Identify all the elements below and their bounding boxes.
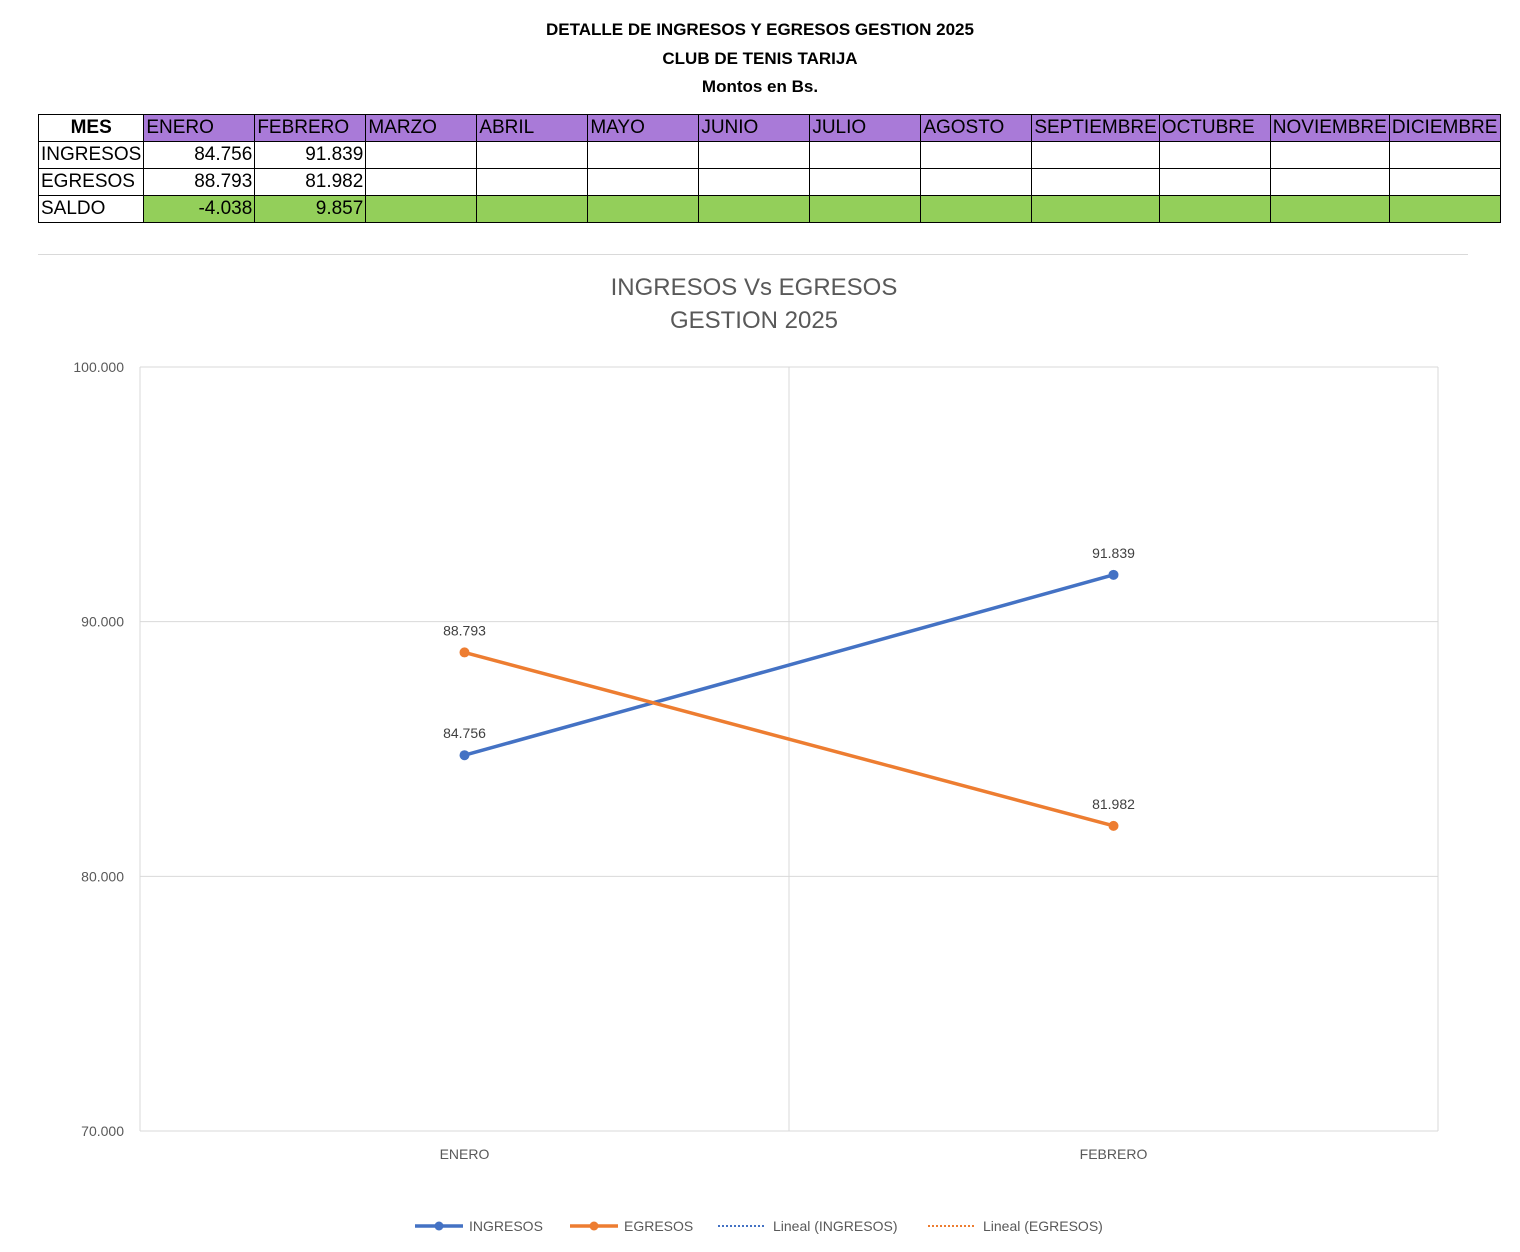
y-tick-label: 100.000 (73, 359, 124, 375)
chart-title-line-2: GESTION 2025 (670, 307, 838, 334)
cell-egresos-julio (809, 168, 922, 196)
month-header-julio: JULIO (809, 114, 922, 142)
data-label-ingresos: 91.839 (1092, 545, 1135, 561)
legend-marker (434, 1221, 444, 1231)
cell-egresos-marzo (365, 168, 478, 196)
cell-ingresos-agosto (920, 141, 1033, 169)
cell-saldo-julio (809, 195, 922, 223)
cell-ingresos-diciembre (1388, 141, 1501, 169)
cell-saldo-noviembre (1269, 195, 1390, 223)
cell-saldo-septiembre (1031, 195, 1160, 223)
month-header-junio: JUNIO (698, 114, 811, 142)
x-tick-label-febrero: FEBRERO (1080, 1146, 1148, 1162)
data-point-egresos (1108, 820, 1119, 831)
series-line-egresos (464, 650, 1114, 828)
table-header-row: MES ENERO FEBRERO MARZO ABRIL MAYO JUNIO JULIO A… (37, 114, 1501, 142)
legend-label: Lineal (EGRESOS) (983, 1218, 1103, 1234)
data-label-ingresos: 84.756 (443, 725, 486, 741)
month-header-marzo: MARZO (365, 114, 478, 142)
header-corner: MES (37, 114, 145, 142)
cell-saldo-agosto (920, 195, 1033, 223)
summary-table: MES ENERO FEBRERO MARZO ABRIL MAYO JUNIO JULIO A… (37, 114, 1501, 223)
data-point-ingresos (1108, 569, 1119, 580)
cell-ingresos-junio (698, 141, 811, 169)
legend-label: Lineal (INGRESOS) (773, 1218, 897, 1234)
cell-ingresos-noviembre (1269, 141, 1390, 169)
cell-egresos-agosto (920, 168, 1033, 196)
y-tick-label: 90.000 (81, 614, 124, 630)
row-label: SALDO (37, 195, 145, 223)
cell-saldo-marzo (365, 195, 478, 223)
report-title: DETALLE DE INGRESOS Y EGRESOS GESTION 20… (546, 20, 974, 39)
data-point-egresos (459, 647, 470, 658)
report-units: Montos en Bs. (701, 77, 819, 96)
month-header-abril: ABRIL (476, 114, 589, 142)
cell-ingresos-enero: 84.756 (143, 141, 256, 169)
data-label-egresos: 81.982 (1092, 796, 1135, 812)
cell-ingresos-febrero: 91.839 (254, 141, 367, 169)
report-subtitle: CLUB DE TENIS TARIJA (662, 49, 858, 68)
legend-label: EGRESOS (624, 1218, 693, 1234)
row-label: EGRESOS (37, 168, 145, 196)
legend-label: INGRESOS (469, 1218, 543, 1234)
cell-saldo-febrero: 9.857 (254, 195, 367, 223)
table-row-ingresos: INGRESOS 84.756 91.839 (37, 141, 1501, 169)
cell-ingresos-mayo (587, 141, 700, 169)
table-row-egresos: EGRESOS 88.793 81.982 (37, 168, 1501, 196)
cell-ingresos-septiembre (1031, 141, 1160, 169)
month-header-mayo: MAYO (587, 114, 700, 142)
cell-ingresos-octubre (1158, 141, 1271, 169)
data-label-egresos: 88.793 (443, 622, 486, 638)
row-label: INGRESOS (37, 141, 145, 169)
cell-egresos-mayo (587, 168, 700, 196)
cell-egresos-abril (476, 168, 589, 196)
y-tick-label: 80.000 (81, 868, 124, 884)
cell-saldo-mayo (587, 195, 700, 223)
month-header-septiembre: SEPTIEMBRE (1031, 114, 1160, 142)
cell-egresos-noviembre (1269, 168, 1390, 196)
legend-marker (589, 1221, 599, 1231)
cell-saldo-abril (476, 195, 589, 223)
cell-egresos-septiembre (1031, 168, 1160, 196)
month-header-diciembre: DICIEMBRE (1388, 114, 1501, 142)
cell-egresos-enero: 88.793 (143, 168, 256, 196)
series-line-ingresos (464, 573, 1114, 757)
separator-line (38, 254, 1468, 255)
cell-ingresos-abril (476, 141, 589, 169)
cell-ingresos-marzo (365, 141, 478, 169)
month-header-febrero: FEBRERO (254, 114, 367, 142)
y-tick-label: 70.000 (81, 1123, 124, 1139)
chart-title-line-1: INGRESOS Vs EGRESOS (611, 274, 898, 301)
data-point-ingresos (459, 750, 470, 761)
line-chart: INGRESOS Vs EGRESOS GESTION 2025 70.000 80.… (73, 274, 1439, 1234)
cell-egresos-febrero: 81.982 (254, 168, 367, 196)
cell-ingresos-julio (809, 141, 922, 169)
month-header-agosto: AGOSTO (920, 114, 1033, 142)
month-header-noviembre: NOVIEMBRE (1269, 114, 1390, 142)
cell-saldo-diciembre (1388, 195, 1501, 223)
cell-saldo-octubre (1158, 195, 1271, 223)
cell-saldo-enero: -4.038 (143, 195, 256, 223)
cell-egresos-junio (698, 168, 811, 196)
month-header-octubre: OCTUBRE (1158, 114, 1271, 142)
x-tick-label-enero: ENERO (440, 1146, 490, 1162)
table-row-saldo: SALDO -4.038 9.857 (37, 195, 1501, 223)
cell-saldo-junio (698, 195, 811, 223)
cell-egresos-octubre (1158, 168, 1271, 196)
month-header-enero: ENERO (143, 114, 256, 142)
cell-egresos-diciembre (1388, 168, 1501, 196)
